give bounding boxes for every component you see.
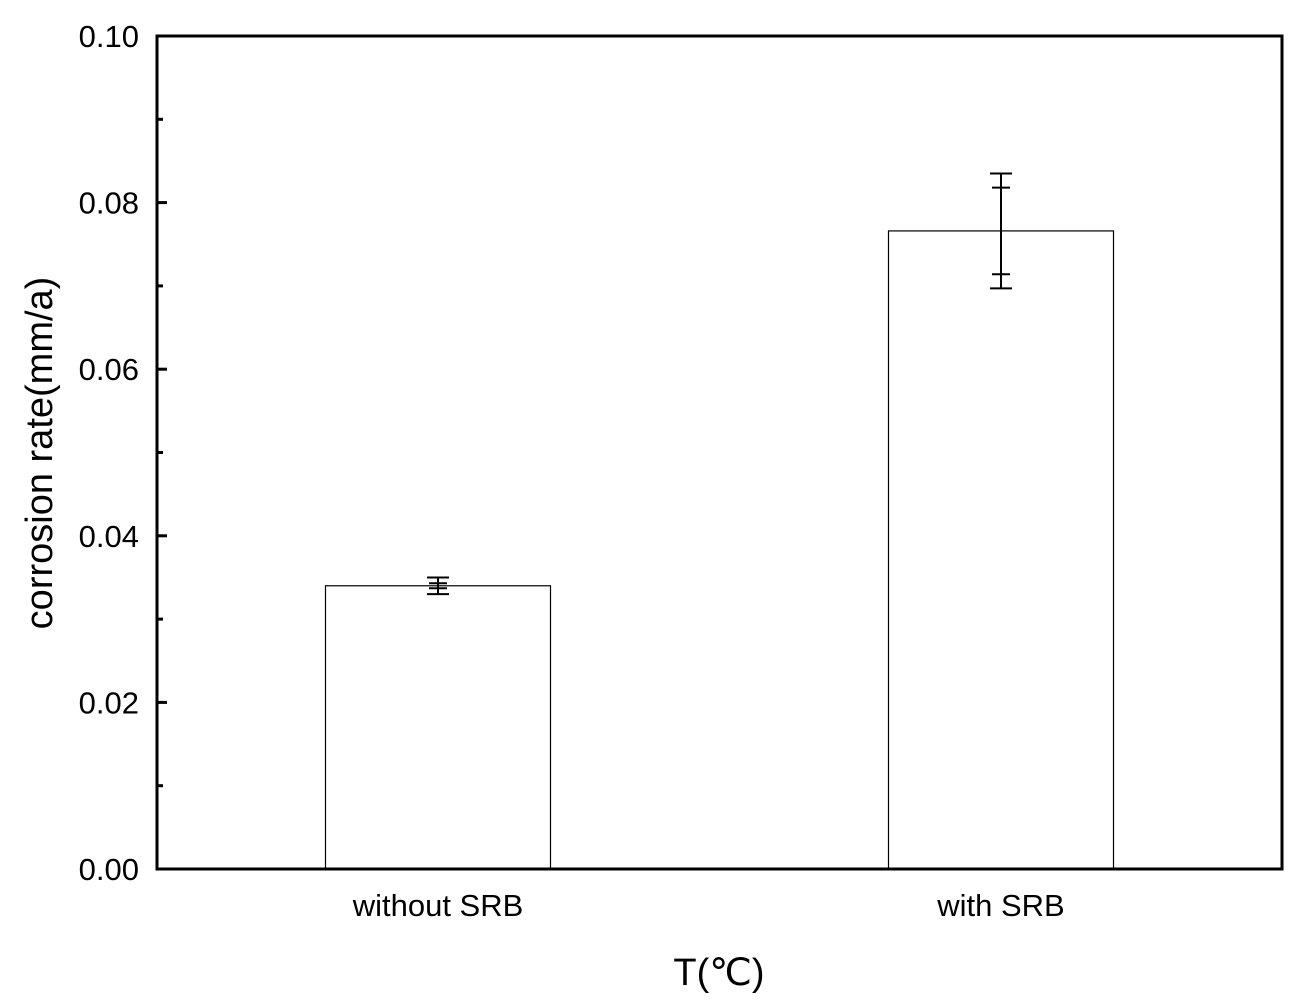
- error-bars: [427, 172, 1012, 596]
- y-tick-labels: 0.00 0.02 0.04 0.06 0.08 0.10: [79, 19, 139, 887]
- y-tick-label: 0.00: [79, 852, 139, 887]
- y-tick-label: 0.10: [79, 19, 139, 54]
- y-tick-label: 0.04: [79, 519, 139, 554]
- y-axis-title: corrosion rate(mm/a): [19, 277, 61, 630]
- x-category-label: with SRB: [936, 888, 1064, 923]
- x-axis-title: T(℃): [673, 952, 764, 994]
- bar-2: [887, 230, 1115, 870]
- x-category-label: without SRB: [352, 888, 524, 923]
- x-category-labels: without SRB with SRB: [352, 888, 1065, 923]
- bars: [324, 230, 1115, 870]
- y-tick-label: 0.02: [79, 685, 139, 720]
- y-tick-label: 0.06: [79, 352, 139, 387]
- plot-frame: [155, 34, 1284, 871]
- y-tick-label: 0.08: [79, 186, 139, 221]
- bar-1: [324, 585, 552, 870]
